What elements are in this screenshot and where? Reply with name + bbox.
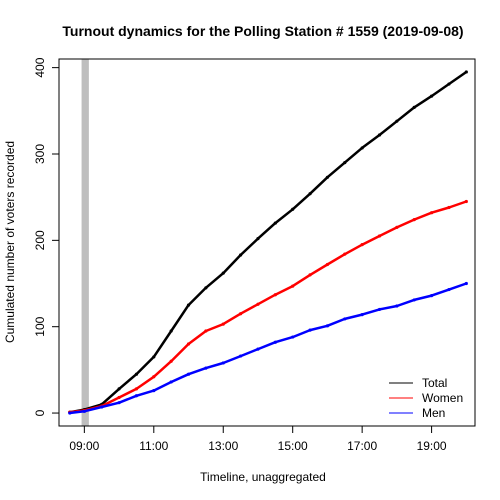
x-tick-label: 17:00	[347, 439, 377, 453]
data-point	[273, 221, 277, 225]
data-point	[395, 119, 399, 123]
data-point	[325, 324, 330, 328]
data-point	[221, 361, 225, 365]
data-point	[291, 207, 295, 211]
data-point	[429, 294, 434, 298]
x-tick-label: 11:00	[139, 439, 168, 453]
data-point	[169, 380, 173, 384]
data-point	[239, 253, 243, 257]
data-point	[377, 133, 382, 137]
data-point	[412, 298, 416, 302]
x-tick-label: 09:00	[69, 439, 99, 453]
data-point	[117, 395, 121, 400]
data-point	[152, 388, 156, 393]
data-point	[308, 192, 312, 196]
data-point	[308, 273, 312, 277]
data-point	[343, 161, 347, 165]
y-tick-label: 300	[33, 144, 47, 164]
data-point	[291, 284, 295, 288]
data-point	[68, 411, 72, 415]
x-axis-label: Timeline, unaggregated	[200, 470, 326, 484]
series-total	[68, 70, 468, 414]
x-tick-label: 13:00	[208, 439, 238, 453]
y-tick-label: 100	[33, 316, 47, 336]
data-point	[100, 405, 104, 409]
legend-label: Men	[422, 406, 445, 420]
data-point	[204, 366, 208, 370]
y-tick-label: 200	[33, 230, 47, 250]
data-point	[152, 375, 156, 379]
data-point	[395, 225, 399, 229]
data-point	[325, 175, 330, 179]
data-point	[464, 70, 468, 74]
data-point	[360, 243, 364, 247]
data-point	[134, 387, 139, 391]
x-axis: 09:00 11:00 13:00 15:00 17:00 19:00	[69, 426, 447, 453]
series-layer	[68, 70, 468, 415]
data-point	[377, 234, 382, 238]
y-tick-label: 0	[33, 409, 47, 416]
data-point	[273, 293, 277, 297]
series-men	[68, 281, 468, 415]
data-point	[412, 218, 416, 222]
legend-label: Women	[422, 391, 463, 405]
data-point	[447, 205, 451, 210]
series-women	[68, 199, 468, 414]
y-tick-label: 400	[33, 57, 47, 77]
y-axis-label: Cumulated number of voters recorded	[3, 141, 17, 343]
data-point	[169, 359, 173, 363]
series-line	[69, 282, 467, 415]
data-point	[256, 302, 260, 306]
data-point	[447, 82, 451, 86]
data-point	[395, 304, 399, 308]
data-point	[117, 387, 121, 391]
y-axis: 0 100 200 300 400	[33, 57, 59, 416]
data-point	[429, 94, 434, 98]
data-point	[239, 312, 243, 316]
data-point	[186, 342, 191, 346]
data-point	[273, 340, 277, 344]
data-point	[377, 307, 382, 312]
data-point	[221, 322, 225, 326]
data-point	[291, 335, 295, 339]
data-point	[256, 237, 260, 241]
series-line	[69, 200, 467, 414]
chart-title: Turnout dynamics for the Polling Station…	[62, 23, 463, 39]
data-point	[325, 262, 330, 267]
data-point	[239, 354, 243, 358]
plot-frame	[58, 58, 476, 427]
data-point	[360, 146, 364, 150]
data-point	[343, 252, 347, 256]
data-point	[152, 355, 156, 359]
data-point	[134, 394, 139, 398]
data-point	[429, 211, 434, 215]
data-point	[464, 281, 468, 286]
data-point	[204, 286, 208, 290]
series-line	[69, 70, 468, 414]
data-point	[204, 329, 208, 333]
data-point	[256, 347, 260, 351]
data-point	[186, 372, 191, 376]
highlight-band	[81, 59, 89, 426]
legend-label: Total	[422, 376, 447, 390]
data-point	[134, 372, 139, 376]
data-point	[343, 317, 347, 321]
x-tick-label: 15:00	[278, 439, 308, 453]
data-point	[412, 105, 416, 109]
data-point	[221, 271, 225, 275]
data-point	[169, 329, 173, 333]
data-point	[308, 328, 312, 332]
x-tick-label: 19:00	[417, 439, 447, 453]
data-point	[186, 303, 191, 307]
data-point	[82, 409, 86, 413]
data-point	[464, 199, 468, 204]
data-point	[117, 401, 121, 405]
data-point	[447, 287, 451, 292]
data-point	[360, 313, 364, 317]
